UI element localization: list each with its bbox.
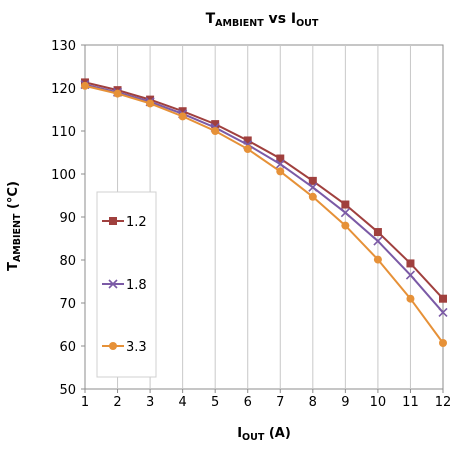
y-tick-label: 130 bbox=[51, 39, 76, 54]
y-tick-label: 70 bbox=[59, 297, 76, 312]
y-axis-label-main: T bbox=[6, 262, 21, 271]
legend-marker bbox=[109, 217, 117, 225]
data-point bbox=[243, 145, 252, 154]
x-tick-label: 8 bbox=[309, 395, 317, 410]
data-point bbox=[438, 307, 448, 318]
legend-label: 3.3 bbox=[126, 340, 147, 355]
x-axis-label-sub: OUT bbox=[242, 432, 265, 443]
legend: 1.2 1.8 3.3 bbox=[96, 191, 157, 378]
data-point bbox=[178, 112, 187, 121]
data-point bbox=[178, 107, 187, 116]
x-axis-label-main: I bbox=[237, 426, 242, 441]
data-point bbox=[406, 294, 415, 303]
data-point bbox=[276, 154, 285, 163]
data-point bbox=[308, 176, 317, 185]
data-point bbox=[113, 89, 122, 98]
x-axis-label: IOUT (A) bbox=[237, 426, 291, 443]
data-point bbox=[406, 259, 415, 268]
data-point bbox=[146, 99, 155, 108]
y-axis-label: TAMBIENT (°C) bbox=[6, 181, 23, 271]
chart-title-sub: AMBIENT bbox=[215, 18, 264, 29]
series-group bbox=[80, 78, 448, 347]
x-tick-label: 4 bbox=[178, 395, 186, 410]
chart-title: TAMBIENT vs IOUT bbox=[206, 11, 319, 29]
x-tick-label: 9 bbox=[341, 395, 349, 410]
data-point bbox=[243, 136, 252, 145]
data-point bbox=[211, 127, 220, 135]
x-tick-label: 3 bbox=[146, 395, 154, 410]
x-tick-label: 10 bbox=[370, 395, 387, 410]
data-point bbox=[439, 294, 447, 303]
data-point bbox=[308, 192, 317, 201]
data-point bbox=[275, 159, 285, 169]
series-1-8 bbox=[80, 79, 448, 318]
y-tick-label: 120 bbox=[51, 82, 76, 97]
legend-marker bbox=[109, 342, 117, 350]
legend-item: 1.2 bbox=[102, 215, 147, 230]
y-axis-label-post: (°C) bbox=[6, 181, 21, 213]
data-point bbox=[373, 236, 383, 246]
series-line bbox=[84, 84, 444, 344]
y-tick-label: 110 bbox=[51, 125, 76, 140]
series-line bbox=[84, 83, 444, 314]
data-point bbox=[439, 338, 447, 347]
legend-item: 3.3 bbox=[102, 340, 147, 355]
data-point bbox=[340, 208, 350, 218]
x-tick-label: 2 bbox=[113, 395, 121, 410]
y-tick-label: 90 bbox=[59, 211, 76, 226]
data-point bbox=[81, 81, 89, 90]
data-point bbox=[373, 255, 382, 264]
y-tick-label: 100 bbox=[51, 168, 76, 183]
y-tick-label: 80 bbox=[59, 254, 76, 269]
chart-title-mid: vs I bbox=[264, 11, 296, 27]
data-point bbox=[341, 200, 350, 209]
x-axis-label-post: (A) bbox=[264, 426, 290, 441]
data-point bbox=[276, 167, 285, 176]
data-point bbox=[373, 228, 382, 237]
legend-item: 1.8 bbox=[102, 278, 147, 293]
data-point bbox=[341, 221, 350, 230]
legend-marker bbox=[108, 279, 118, 289]
legend-label: 1.2 bbox=[126, 215, 147, 230]
x-tick-label: 1 bbox=[81, 395, 89, 410]
data-point bbox=[405, 270, 416, 280]
y-tick-label: 50 bbox=[59, 383, 76, 398]
data-point bbox=[308, 182, 318, 192]
chart-title-sub2: OUT bbox=[296, 18, 319, 29]
x-tick-label: 7 bbox=[276, 395, 284, 410]
series-line bbox=[84, 81, 444, 300]
x-tick-label: 5 bbox=[211, 395, 219, 410]
x-tick-label: 6 bbox=[244, 395, 252, 410]
x-tick-label: 12 bbox=[435, 395, 450, 410]
y-tick-label: 60 bbox=[59, 340, 76, 355]
legend-label: 1.8 bbox=[126, 278, 147, 293]
x-tick-label: 11 bbox=[402, 395, 419, 410]
y-axis-label-sub: AMBIENT bbox=[12, 213, 23, 262]
series-3-3 bbox=[81, 81, 447, 347]
chart-title-main: T bbox=[206, 11, 216, 27]
data-point bbox=[211, 120, 220, 129]
